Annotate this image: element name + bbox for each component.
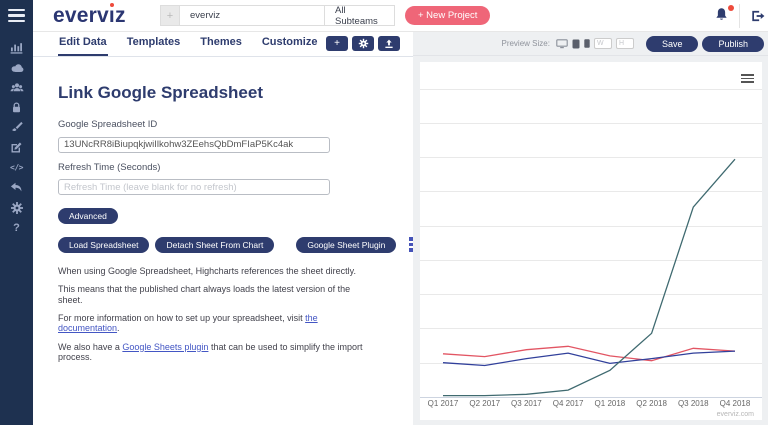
add-button[interactable]: + xyxy=(326,36,348,51)
phone-size-button[interactable] xyxy=(584,39,590,48)
team-icon xyxy=(10,82,23,91)
logout-icon xyxy=(752,10,765,22)
sheets-plugin-link[interactable]: Google Sheets plugin xyxy=(122,341,209,352)
chart-line-red xyxy=(442,345,736,362)
info-text: When using Google Spreadsheet, Highchart… xyxy=(58,266,356,276)
publish-button[interactable]: Publish xyxy=(702,35,764,52)
lock-icon xyxy=(13,102,20,113)
preview-chart-card: Q1 2017 Q2 2017 Q3 2017 Q4 2017 Q1 2018 Q2 20… xyxy=(420,62,762,420)
load-spreadsheet-button[interactable]: Load Spreadsheet xyxy=(58,237,150,253)
add-team-button[interactable]: + xyxy=(160,5,180,26)
top-header: evervız + everviz All Subteams + New Pro… xyxy=(33,0,768,32)
chart-context-menu-button[interactable] xyxy=(741,74,754,83)
sheet-actions: Load Spreadsheet Detach Sheet From Chart… xyxy=(58,237,397,253)
brush-icon xyxy=(12,121,23,132)
new-project-button[interactable]: + New Project xyxy=(405,6,491,25)
code-icon: </> xyxy=(10,163,23,172)
tablet-icon xyxy=(572,39,580,48)
notification-dot xyxy=(728,5,734,11)
team-selector: + everviz All Subteams xyxy=(160,5,395,27)
info-text: . xyxy=(117,323,120,334)
bell-icon xyxy=(716,8,727,20)
tab-edit-data[interactable]: Edit Data xyxy=(58,32,108,56)
edit-icon xyxy=(11,142,22,153)
gear-icon xyxy=(10,201,23,214)
sidebar-item-themes[interactable] xyxy=(0,118,33,137)
header-divider xyxy=(739,4,740,28)
sidebar-item-security[interactable] xyxy=(0,98,33,117)
sidebar-item-cloud[interactable] xyxy=(0,58,33,77)
chart-line-navy xyxy=(442,350,736,367)
x-axis-label: Q2 2018 xyxy=(636,399,667,408)
sidebar-item-editor[interactable] xyxy=(0,138,33,157)
sidebar-item-settings[interactable] xyxy=(0,198,33,217)
cloud-icon xyxy=(11,63,23,72)
tab-customize[interactable]: Customize xyxy=(261,36,318,48)
undo-icon xyxy=(10,182,22,192)
gear-icon xyxy=(358,38,368,49)
desktop-size-button[interactable] xyxy=(556,38,568,49)
tab-templates[interactable]: Templates xyxy=(126,36,181,48)
spreadsheet-id-input[interactable] xyxy=(58,136,330,153)
sidebar-item-code[interactable]: </> xyxy=(0,158,33,177)
x-axis-label: Q4 2018 xyxy=(720,399,751,408)
settings-button[interactable] xyxy=(352,36,374,51)
preview-toolbar: Preview Size: Save Publish xyxy=(413,32,768,56)
help-icon: ? xyxy=(13,221,20,234)
menu-icon[interactable] xyxy=(8,9,25,22)
spreadsheet-id-label: Google Spreadsheet ID xyxy=(58,119,158,130)
notifications-button[interactable] xyxy=(714,5,734,25)
info-text-1: When using Google Spreadsheet, Highchart… xyxy=(58,266,363,276)
sidebar-item-charts[interactable] xyxy=(0,38,33,57)
editor-tabs: Edit Data Templates Themes Customize + xyxy=(33,32,413,57)
sidebar-item-undo[interactable] xyxy=(0,178,33,197)
preview-chart: Q1 2017 Q2 2017 Q3 2017 Q4 2017 Q1 2018 Q2 20… xyxy=(420,89,762,418)
chart-icon xyxy=(10,43,23,54)
x-axis-label: Q3 2018 xyxy=(678,399,709,408)
upload-icon xyxy=(385,39,393,48)
refresh-time-label: Refresh Time (Seconds) xyxy=(58,161,161,173)
link-spreadsheet-form: Link Google Spreadsheet Google Spreadshe… xyxy=(33,57,397,363)
data-toolbar: + xyxy=(326,36,400,51)
preview-width-input[interactable] xyxy=(593,38,612,49)
page-title: Link Google Spreadsheet xyxy=(58,83,263,102)
info-text-4: We also have a Google Sheets plugin that… xyxy=(58,342,363,363)
info-text-3: For more information on how to set up yo… xyxy=(58,313,363,334)
x-axis-label: Q1 2017 xyxy=(428,399,459,408)
info-text: For more information on how to set up yo… xyxy=(58,313,306,324)
advanced-button[interactable]: Advanced xyxy=(58,208,118,224)
subteam-dropdown[interactable]: All Subteams xyxy=(325,5,395,27)
x-axis-label: Q1 2018 xyxy=(595,399,626,408)
sidebar-item-team[interactable] xyxy=(0,78,33,97)
upload-button[interactable] xyxy=(378,36,400,51)
tablet-size-button[interactable] xyxy=(572,39,580,49)
tab-themes[interactable]: Themes xyxy=(200,36,242,48)
preview-height-input[interactable] xyxy=(615,38,634,49)
refresh-time-input[interactable] xyxy=(58,179,330,195)
editor-panel: Edit Data Templates Themes Customize + xyxy=(33,32,413,425)
everviz-logo[interactable]: evervız xyxy=(53,4,126,27)
app-sidebar: </> ? xyxy=(0,0,33,425)
info-text-2: This means that the published chart alwa… xyxy=(58,284,363,305)
save-button[interactable]: Save xyxy=(645,35,699,52)
info-text: that can be used to simplify the import … xyxy=(58,341,363,363)
chart-credit: everviz.com xyxy=(717,411,755,418)
phone-icon xyxy=(584,39,590,48)
info-text: We also have a xyxy=(58,341,123,352)
preview-panel: Preview Size: Save Publish Q1 2017 Q2 201… xyxy=(413,32,768,425)
logout-button[interactable] xyxy=(750,8,766,24)
detach-sheet-button[interactable]: Detach Sheet From Chart xyxy=(155,237,275,253)
x-axis-label: Q4 2017 xyxy=(553,399,584,408)
google-sheet-plugin-button[interactable]: Google Sheet Plugin xyxy=(296,237,397,253)
documentation-link[interactable]: the documentation xyxy=(58,313,318,334)
info-text: This means that the published chart alwa… xyxy=(58,284,351,305)
preview-size-label: Preview Size: xyxy=(501,39,550,48)
sidebar-item-help[interactable]: ? xyxy=(0,218,33,237)
team-dropdown[interactable]: everviz xyxy=(180,5,325,26)
x-axis-label: Q2 2017 xyxy=(469,399,500,408)
monitor-icon xyxy=(556,38,568,48)
x-axis-label: Q3 2017 xyxy=(511,399,542,408)
chart-line-teal xyxy=(443,158,736,397)
panel-resize-handle[interactable] xyxy=(408,237,414,253)
